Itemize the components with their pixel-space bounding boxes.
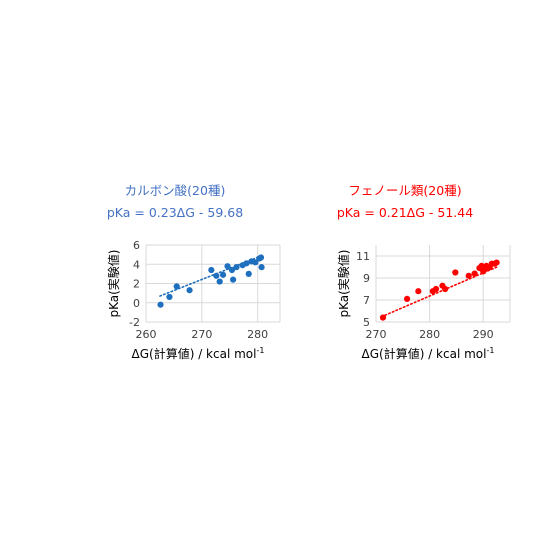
regression-equation: pKa = 0.23ΔG - 59.68 [106, 205, 244, 220]
y-tick-label: 4 [133, 258, 140, 271]
trendline [380, 266, 498, 318]
phenol-chart: フェノール類(20種) pKa = 0.21ΔG - 51.44 5 7 9 11 27… [280, 170, 530, 380]
data-point [379, 314, 387, 321]
y-tick-label: 11 [356, 250, 370, 263]
x-tick-label: 280 [247, 328, 268, 341]
data-point [245, 270, 252, 277]
x-tick-label: 260 [136, 328, 157, 341]
y-tick-label: 9 [363, 272, 370, 285]
data-point [471, 270, 478, 277]
data-point [186, 287, 193, 294]
carboxylic-acid-chart: カルボン酸(20種) pKa = 0.23ΔG - 59.68 -2 0 2 4 6 26… [50, 170, 300, 380]
x-tick-label: 290 [473, 328, 494, 341]
chart-title: カルボン酸(20種) [124, 183, 226, 198]
chart-title: フェノール類(20種) [348, 183, 462, 198]
data-point [258, 264, 265, 271]
regression-equation: pKa = 0.21ΔG - 51.44 [336, 205, 474, 220]
x-tick-label: 280 [419, 328, 440, 341]
y-tick-label: -2 [129, 316, 140, 329]
data-point [230, 276, 237, 283]
x-tick-label: 270 [366, 328, 387, 341]
data-point [403, 295, 411, 302]
scatter-plot: -2 0 2 4 6 260 270 280 pKa(実験値) ΔG(計算値) / kcal mo… [106, 239, 281, 361]
y-axis-label: pKa(実験値) [106, 250, 121, 318]
data-point [452, 269, 459, 276]
data-point [173, 283, 180, 290]
data-point [219, 271, 227, 278]
y-axis-label: pKa(実験値) [336, 250, 351, 318]
data-point [166, 293, 173, 301]
y-tick-label: 6 [133, 239, 140, 252]
y-tick-label: 7 [363, 294, 370, 307]
data-point [208, 266, 215, 274]
data-point [157, 301, 164, 308]
y-tick-label: 5 [363, 316, 370, 329]
data-point [213, 272, 220, 279]
data-point [493, 259, 500, 266]
x-axis-label: ΔG(計算値) / kcal mol-1 [362, 346, 495, 361]
data-point [228, 266, 236, 274]
y-tick-label: 2 [133, 278, 140, 291]
data-point [257, 254, 265, 261]
x-axis-label: ΔG(計算値) / kcal mol-1 [132, 346, 265, 361]
x-tick-label: 270 [191, 328, 212, 341]
scatter-plot: 5 7 9 11 270 280 290 pKa(実験値) ΔG(計算値) / kcal mol… [336, 245, 511, 361]
data-point [224, 263, 231, 270]
data-point [233, 264, 240, 271]
data-point [252, 259, 259, 266]
data-point [432, 285, 440, 293]
data-point [442, 285, 449, 293]
y-tick-label: 0 [133, 297, 140, 310]
data-point [216, 278, 223, 285]
data-point [415, 288, 422, 295]
data-point [243, 260, 250, 267]
data-point [465, 272, 472, 279]
